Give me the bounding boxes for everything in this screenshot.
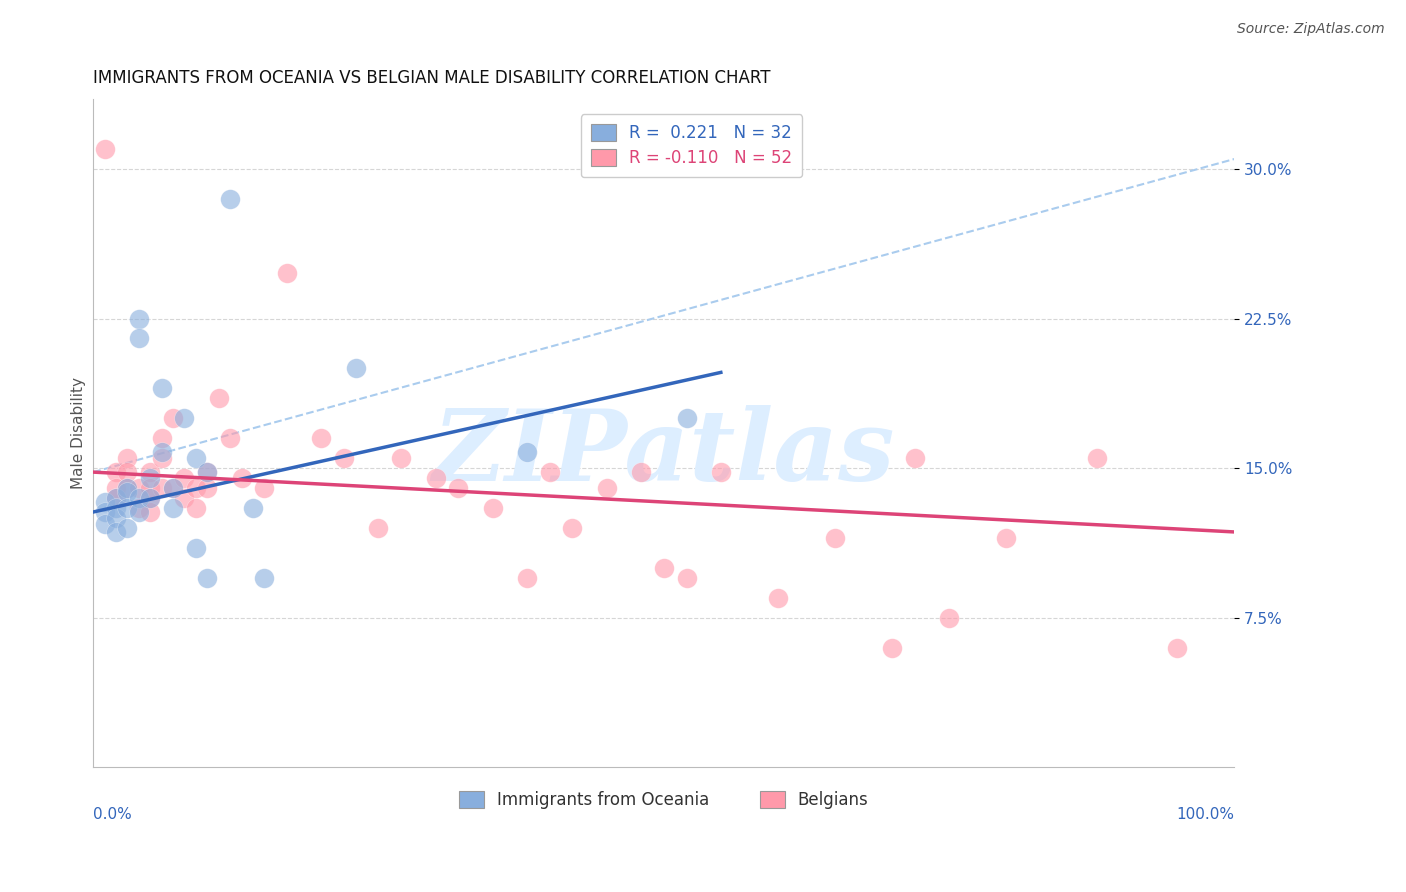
Point <box>117 465 139 479</box>
Point <box>675 571 697 585</box>
Point <box>150 431 173 445</box>
Point <box>242 501 264 516</box>
Point <box>596 481 619 495</box>
Point <box>447 481 470 495</box>
Point <box>93 505 115 519</box>
Point <box>128 491 150 505</box>
Point <box>139 505 162 519</box>
Point <box>128 481 150 495</box>
Point <box>710 465 733 479</box>
Point <box>425 471 447 485</box>
Point <box>333 451 356 466</box>
Point <box>105 465 128 479</box>
Point <box>652 561 675 575</box>
Point <box>128 505 150 519</box>
Point <box>208 392 231 406</box>
Text: 0.0%: 0.0% <box>93 807 132 822</box>
Point <box>219 192 242 206</box>
Text: IMMIGRANTS FROM OCEANIA VS BELGIAN MALE DISABILITY CORRELATION CHART: IMMIGRANTS FROM OCEANIA VS BELGIAN MALE … <box>93 69 770 87</box>
Point <box>128 311 150 326</box>
Point <box>195 571 218 585</box>
Y-axis label: Male Disability: Male Disability <box>72 377 86 489</box>
Point <box>150 445 173 459</box>
Point <box>93 516 115 531</box>
Point <box>173 491 195 505</box>
Point <box>128 501 150 516</box>
Point <box>117 481 139 495</box>
Point <box>139 471 162 485</box>
Point <box>561 521 583 535</box>
Point <box>162 501 184 516</box>
Point <box>105 481 128 495</box>
Point <box>117 451 139 466</box>
Point <box>675 411 697 425</box>
Point <box>173 471 195 485</box>
Point <box>93 495 115 509</box>
Point <box>117 485 139 500</box>
Point <box>344 361 367 376</box>
Point <box>162 481 184 495</box>
Point <box>93 142 115 156</box>
Point <box>253 571 276 585</box>
Point <box>173 411 195 425</box>
Point <box>538 465 561 479</box>
Text: ZIPatlas: ZIPatlas <box>433 405 896 501</box>
Point <box>150 481 173 495</box>
Point <box>105 491 128 505</box>
Point <box>1087 451 1109 466</box>
Point <box>184 501 207 516</box>
Point <box>367 521 389 535</box>
Point <box>184 481 207 495</box>
Point <box>516 571 538 585</box>
Point <box>516 445 538 459</box>
Point <box>1166 640 1188 655</box>
Point <box>117 501 139 516</box>
Point <box>184 541 207 555</box>
Point <box>139 491 162 505</box>
Point <box>128 331 150 345</box>
Point <box>766 591 789 605</box>
Point <box>150 451 173 466</box>
Point <box>311 431 333 445</box>
Point <box>162 481 184 495</box>
Point <box>162 411 184 425</box>
Point <box>995 531 1018 545</box>
Point <box>117 521 139 535</box>
Point <box>184 451 207 466</box>
Point <box>904 451 927 466</box>
Point <box>139 491 162 505</box>
Point <box>880 640 903 655</box>
Point <box>117 481 139 495</box>
Point <box>938 610 960 624</box>
Point <box>389 451 412 466</box>
Point <box>219 431 242 445</box>
Point <box>481 501 503 516</box>
Point <box>253 481 276 495</box>
Point <box>195 465 218 479</box>
Point <box>139 481 162 495</box>
Point <box>231 471 253 485</box>
Text: Source: ZipAtlas.com: Source: ZipAtlas.com <box>1237 22 1385 37</box>
Point <box>150 381 173 395</box>
Point <box>105 524 128 539</box>
Point <box>105 491 128 505</box>
Point <box>630 465 652 479</box>
Point <box>195 481 218 495</box>
Point <box>105 511 128 525</box>
Point <box>195 465 218 479</box>
Point <box>276 266 298 280</box>
Point <box>139 465 162 479</box>
Point <box>105 501 128 516</box>
Point <box>824 531 846 545</box>
Legend: Immigrants from Oceania, Belgians: Immigrants from Oceania, Belgians <box>449 780 879 819</box>
Text: 100.0%: 100.0% <box>1177 807 1234 822</box>
